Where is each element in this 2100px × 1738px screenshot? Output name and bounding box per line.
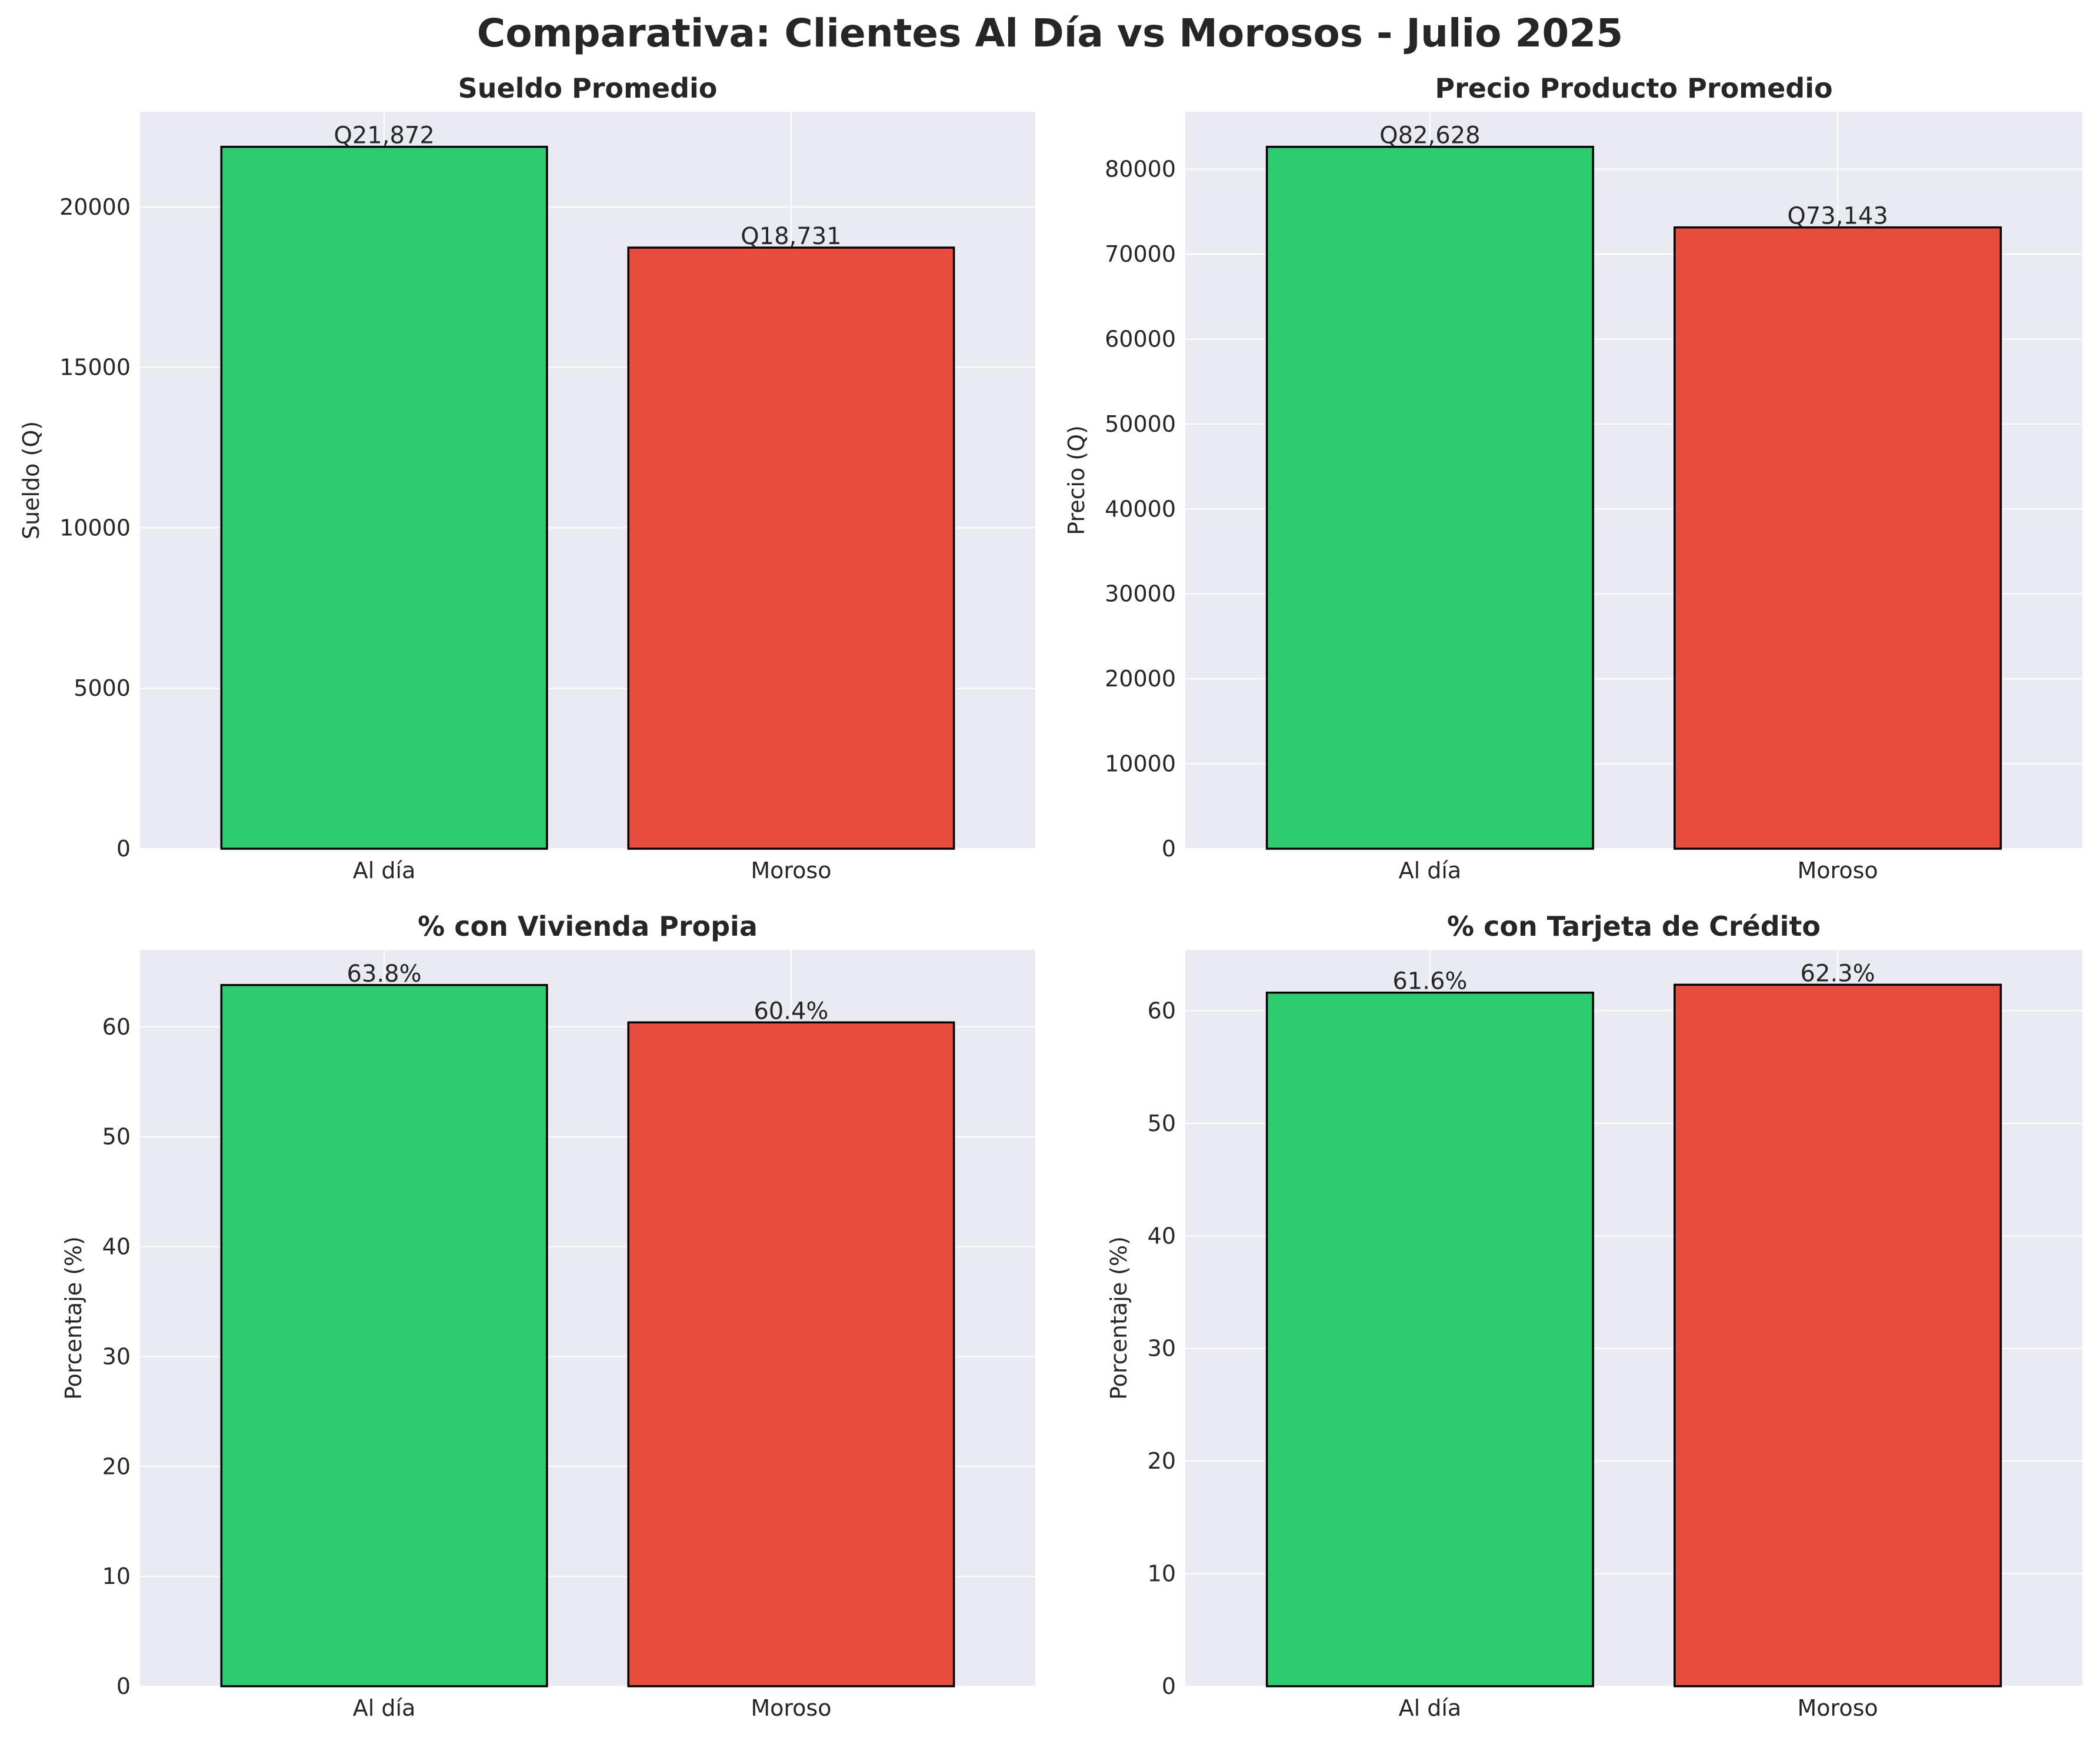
x-tick-label: Al día [353,858,416,883]
y-tick-label: 60 [102,1014,131,1040]
chart-panel-3: 0 10 20 30 40 50 60 63.8% 60.4% Al día Moroso % con… [61,910,1035,1721]
y-tick-label: 40 [1148,1223,1176,1249]
y-tick-label: 0 [116,836,131,862]
panel-title: % con Tarjeta de Crédito [1447,910,1821,942]
y-tick-label: 10000 [1105,751,1176,777]
chart-panel-1: 0 5000 10000 15000 20000 Q21,872 Q18,731 Al día… [18,72,1035,883]
chart-panel-4: 0 10 20 30 40 50 60 61.6% 62.3% Al día Moroso % con… [1106,910,2082,1721]
y-tick-label: 30 [1148,1336,1176,1362]
data-label: 60.4% [754,998,828,1025]
y-axis-label: Porcentaje (%) [61,1236,86,1400]
y-tick-label: 40000 [1105,496,1176,522]
y-tick-label: 10 [102,1563,131,1589]
y-tick-label: 0 [116,1673,131,1699]
y-tick-label: 50 [102,1124,131,1150]
bar-al-d-a [220,984,548,1687]
data-label: 61.6% [1392,968,1467,995]
y-tick-label: 20000 [1105,666,1176,692]
data-label: Q21,872 [334,122,434,149]
panel-title: Precio Producto Promedio [1435,72,1832,104]
figure-title: Comparativa: Clientes Al Día vs Morosos … [476,11,1624,56]
bar-al-d-a [1265,991,1594,1687]
y-tick-label: 0 [1162,836,1176,862]
bar-moroso [627,246,955,850]
y-tick-label: 10 [1148,1561,1176,1587]
data-label: 63.8% [347,960,422,988]
y-tick-label: 50000 [1105,411,1176,437]
x-tick-label: Al día [1399,858,1462,883]
bar-moroso [1674,983,2002,1687]
x-tick-label: Moroso [1798,858,1878,883]
y-tick-label: 60 [1148,998,1176,1023]
bar-moroso [1674,226,2002,850]
y-axis-label: Precio (Q) [1064,425,1089,535]
y-tick-label: 15000 [59,355,131,381]
y-tick-label: 40 [102,1234,131,1260]
y-tick-label: 70000 [1105,241,1176,267]
y-tick-label: 20 [102,1453,131,1479]
x-tick-label: Al día [1399,1695,1462,1721]
panel-title: % con Vivienda Propia [418,910,758,942]
y-tick-label: 30000 [1105,581,1176,607]
y-axis-label: Sueldo (Q) [18,421,44,539]
y-tick-label: 5000 [74,675,131,701]
y-tick-label: 60000 [1105,326,1176,352]
bar-moroso [627,1021,955,1687]
y-tick-label: 10000 [59,515,131,541]
panel-title: Sueldo Promedio [458,72,718,104]
y-axis-label: Porcentaje (%) [1106,1236,1132,1400]
y-tick-label: 0 [1162,1673,1176,1699]
data-label: Q82,628 [1379,122,1480,149]
y-tick-label: 20 [1148,1448,1176,1474]
x-tick-label: Moroso [1798,1695,1878,1721]
x-tick-label: Al día [353,1695,416,1721]
y-tick-label: 20000 [59,194,131,220]
x-tick-label: Moroso [751,1695,831,1721]
bar-al-d-a [220,145,548,850]
data-label: Q18,731 [741,223,841,250]
chart-panel-2: 0 10000 20000 30000 40000 50000 60000 70000 8000… [1064,72,2082,883]
data-label: 62.3% [1801,960,1875,987]
data-label: Q73,143 [1787,203,1888,230]
y-tick-label: 30 [102,1343,131,1369]
y-tick-label: 80000 [1105,156,1176,182]
y-tick-label: 50 [1148,1110,1176,1136]
bar-al-d-a [1265,145,1594,850]
x-tick-label: Moroso [751,858,831,883]
